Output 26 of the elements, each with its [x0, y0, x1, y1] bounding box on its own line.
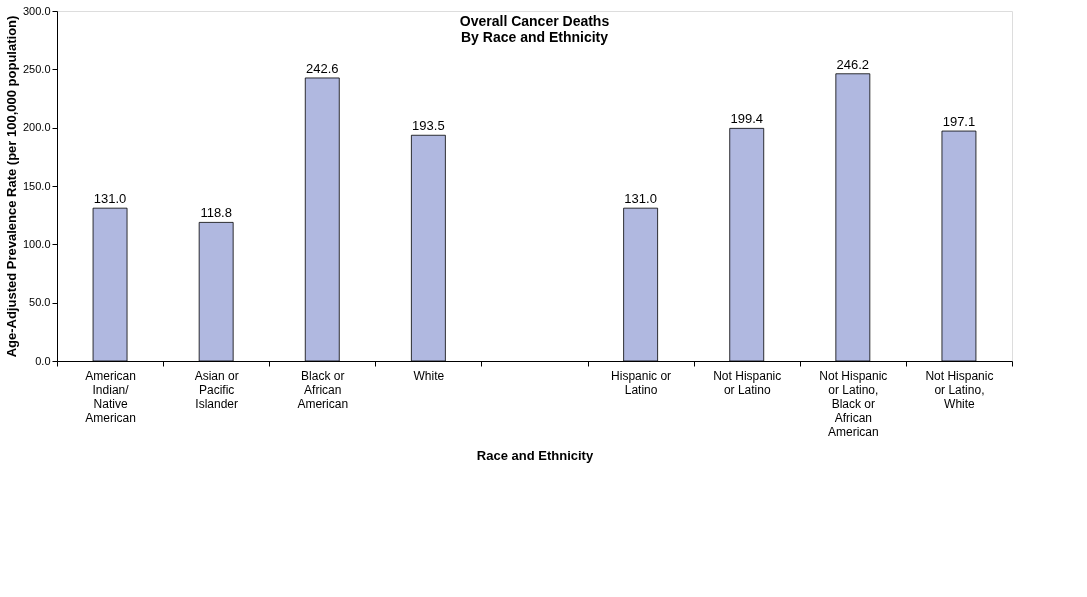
- y-tick-label: 150.0: [22, 179, 51, 192]
- data-label: 131.0: [624, 191, 657, 207]
- data-label: 131.0: [93, 191, 127, 207]
- y-tick-label: 200.0: [22, 121, 51, 134]
- x-tick-label: Hispanic or Latino: [611, 368, 672, 397]
- y-axis-title: Age-Adjusted Prevalence Rate (per 100,000 population): [3, 15, 19, 358]
- y-tick-label: 0.0: [35, 354, 51, 367]
- text: Overall Cancer Deaths By Race and Ethnicity: [459, 13, 610, 45]
- x-tick-label: Not Hispanic or Latino, Black or African American: [819, 368, 888, 439]
- y-tick-label: 250.0: [22, 62, 51, 75]
- data-label: 246.2: [836, 56, 870, 72]
- y-tick-label: 300.0: [22, 4, 51, 17]
- x-tick-label: Not Hispanic or Latino, White: [925, 368, 994, 411]
- data-label: 193.5: [412, 118, 445, 134]
- data-label: 242.6: [306, 60, 339, 76]
- data-label: 199.4: [730, 111, 763, 127]
- x-tick-label: Asian or Pacific Islander: [194, 368, 239, 411]
- x-tick-label: Black or African American: [297, 368, 349, 411]
- y-tick-label: 50.0: [29, 296, 51, 309]
- x-tick-label: White: [413, 368, 445, 383]
- data-label: 197.1: [942, 114, 976, 130]
- data-label: 118.8: [200, 205, 232, 221]
- y-tick-label: 100.0: [22, 237, 51, 250]
- x-tick-label: Not Hispanic or Latino: [713, 368, 782, 397]
- x-axis-title: Race and Ethnicity: [476, 447, 594, 463]
- x-tick-label: American Indian/Native American: [85, 368, 136, 425]
